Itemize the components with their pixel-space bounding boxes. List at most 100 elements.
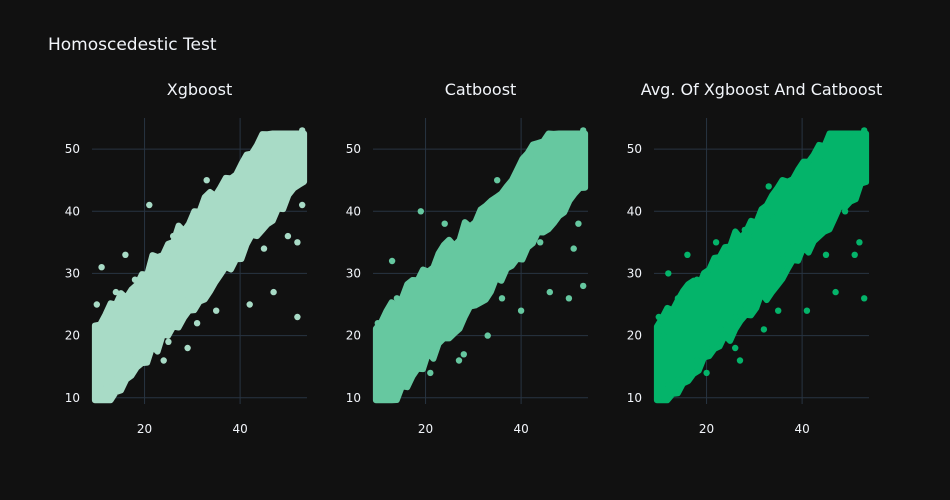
y-tick-label: 30 [346,266,361,280]
y-tick-label: 40 [627,204,642,218]
scatter-point [260,245,268,252]
scatter-point [284,139,292,147]
x-tick-label: 40 [232,422,247,436]
scatter-point [765,270,772,277]
scatter-point [160,357,167,364]
scatter-point [684,251,691,258]
subplot-1: Xgboost 20 40 10 20 30 40 50 [65,80,308,436]
scatter-point [703,344,710,352]
scatter-point [861,127,868,134]
scatter-point [189,232,196,240]
scatter-point [236,220,244,227]
scatter-point [203,264,210,271]
scatter-point [213,307,220,314]
scatter-point [808,164,815,171]
scatter-point [693,276,701,283]
scatter-point [832,288,839,296]
scatter-point [732,313,739,321]
scatter-density-band [372,130,589,404]
subplot-container: Xgboost 20 40 10 20 30 40 50 Catboost 20 40 10 20 30 4… [65,80,883,436]
scatter-point [570,245,577,252]
scatter-point [803,307,811,314]
scatter-point [256,170,263,178]
scatter-point [398,382,405,389]
scatter-point [484,332,491,339]
scatter-point [789,239,796,246]
scatter-point [436,326,444,333]
scatter-density-band [653,130,870,404]
scatter-point [251,201,258,209]
scatter-point [741,226,748,234]
scatter-point [131,351,139,358]
scatter-point [470,288,477,296]
scatter-point [284,164,292,171]
scatter-point [575,220,582,227]
scatter-point [141,338,148,345]
scatter-point [546,139,553,147]
scatter-point [527,158,534,165]
scatter-point [732,251,739,258]
scatter-point [556,183,563,190]
y-tick-label: 20 [627,329,642,343]
scatter-point [712,264,720,271]
scatter-point [827,145,834,153]
scatter-point [117,369,124,377]
y-tick-label: 10 [65,391,80,405]
scatter-point [861,295,868,302]
scatter-point [741,301,748,308]
scatter-point [580,282,587,290]
scatter-point [580,158,587,165]
x-tick-label: 40 [794,422,809,436]
scatter-point [765,183,772,190]
scatter-point [208,214,215,221]
scatter-point [484,270,491,277]
scatter-point [441,220,448,227]
y-tick-label: 30 [65,266,80,280]
scatter-point [470,232,477,240]
scatter-point [93,394,101,401]
scatter-point [751,232,758,240]
scatter-point [398,369,405,377]
scatter-point [851,251,858,258]
y-tick-label: 30 [627,266,642,280]
scatter-point [565,170,573,178]
scatter-point [150,264,158,271]
y-tick-label: 40 [65,204,80,218]
scatter-point [736,357,744,364]
scatter-point [246,170,253,178]
scatter-point [460,351,467,358]
scatter-point [294,313,301,321]
scatter-point [846,133,854,140]
scatter-point [93,301,101,308]
scatter-point [665,382,672,389]
scatter-point [527,152,534,159]
scatter-point [532,208,539,215]
scatter-point [770,214,777,221]
scatter-point [693,357,701,364]
scatter-point [455,357,463,364]
subplot-3: Avg. Of Xgboost And Catboost 20 40 10 20 30 40… [627,80,883,436]
scatter-point [560,208,568,215]
scatter-point [265,152,272,159]
scatter-point [546,195,553,202]
scatter-point [537,239,544,246]
x-tick-label: 20 [418,422,433,436]
scatter-point [165,338,172,345]
scatter-point [655,313,662,321]
subplot-title: Xgboost [167,80,232,99]
page-title: Homoscedestic Test [48,35,217,55]
scatter-point [451,313,458,321]
scatter-point [179,295,186,302]
scatter-point [112,288,120,296]
scatter-point [184,344,191,352]
scatter-point [822,251,830,258]
scatter-point [270,288,277,296]
scatter-point [127,357,134,364]
scatter-point [374,320,381,327]
x-tick-label: 40 [513,422,528,436]
scatter-point [388,257,396,265]
scatter-point [275,177,282,184]
scatter-point [227,195,234,202]
